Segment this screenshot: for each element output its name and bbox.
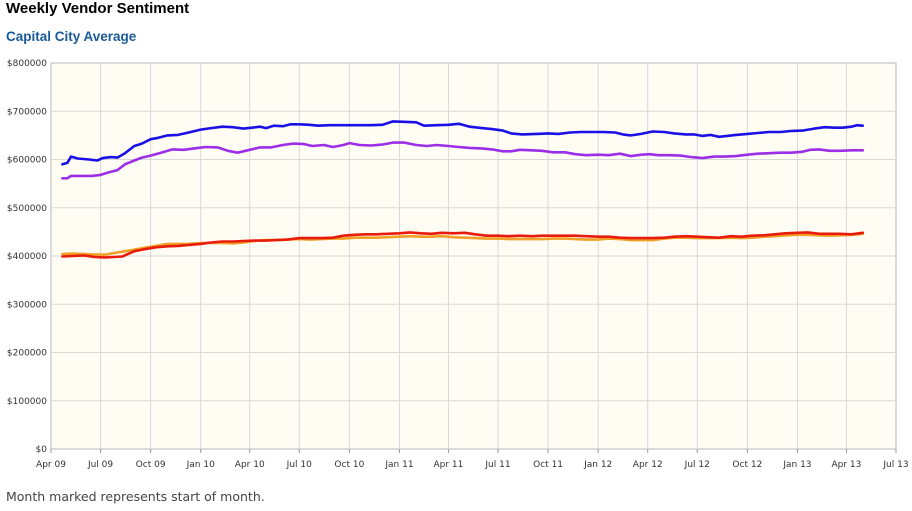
y-tick-label: $300000 xyxy=(7,300,47,310)
x-tick-label: Oct 09 xyxy=(136,460,166,470)
series-lines xyxy=(61,120,865,259)
x-tick-label: Oct 10 xyxy=(334,460,364,470)
y-tick-label: $200000 xyxy=(7,349,47,359)
footnote: Month marked represents start of month. xyxy=(6,489,265,504)
line-chart: $0 $100000 $200000 $300000 $400000 $500000 $60… xyxy=(7,59,909,470)
x-tick-label: Jan 12 xyxy=(583,460,612,470)
series-line-4 xyxy=(61,231,865,259)
chart-subtitle: Capital City Average xyxy=(6,29,137,44)
chart-title: Weekly Vendor Sentiment xyxy=(6,0,190,17)
x-tick-label: Apr 09 xyxy=(36,460,66,470)
x-tick-label: Apr 10 xyxy=(235,460,265,470)
x-tick-label: Jul 12 xyxy=(684,460,710,470)
series-line-1 xyxy=(61,120,865,166)
x-tick-label: Apr 12 xyxy=(633,460,663,470)
y-tick-label: $500000 xyxy=(7,204,47,214)
y-tick-label: $400000 xyxy=(7,252,47,262)
x-tick-label: Oct 12 xyxy=(732,460,762,470)
y-tick-label: $600000 xyxy=(7,156,47,166)
y-tick-label: $0 xyxy=(36,445,48,455)
y-tick-label: $800000 xyxy=(7,59,47,69)
y-axis-ticks: $0 $100000 $200000 $300000 $400000 $500000 $60… xyxy=(7,59,47,455)
x-tick-label: Jul 13 xyxy=(882,460,908,470)
x-tick-label: Jan 10 xyxy=(186,460,215,470)
gridlines xyxy=(51,63,896,449)
x-tick-label: Jan 11 xyxy=(384,460,413,470)
x-axis-ticks: Apr 09 Jul 09 Oct 09 Jan 10 Apr 10 Jul 10 Oct … xyxy=(36,449,909,470)
y-tick-label: $700000 xyxy=(7,107,47,117)
y-tick-label: $100000 xyxy=(7,397,47,407)
series-line-2 xyxy=(61,141,865,180)
x-tick-label: Jul 09 xyxy=(87,460,113,470)
x-tick-label: Jan 13 xyxy=(782,460,811,470)
x-tick-label: Apr 11 xyxy=(434,460,464,470)
x-tick-label: Jul 11 xyxy=(484,460,510,470)
x-tick-label: Apr 13 xyxy=(832,460,862,470)
x-tick-label: Oct 11 xyxy=(533,460,563,470)
x-tick-label: Jul 10 xyxy=(286,460,312,470)
